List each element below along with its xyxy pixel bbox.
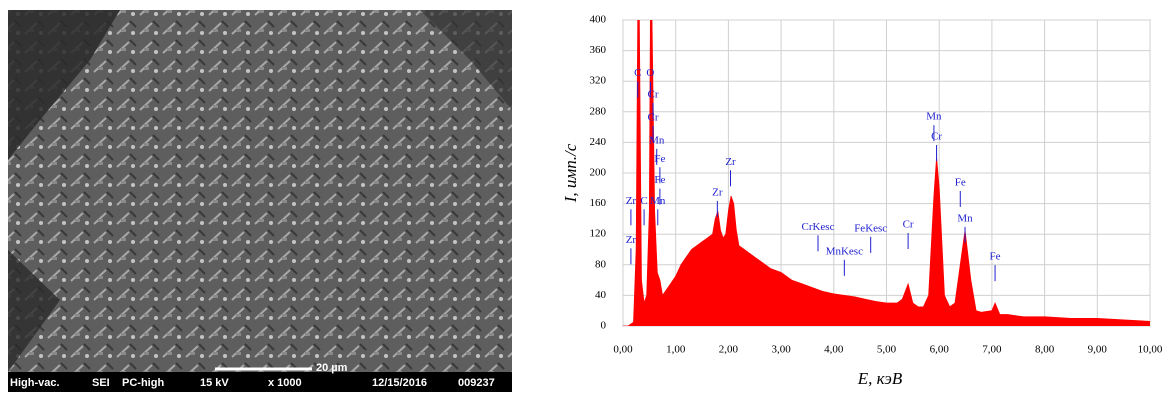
sem-image: 20 µm High-vac. SEI PC-high 15 kV x 1000… — [8, 10, 512, 392]
annotation: Mn — [957, 212, 973, 224]
y-tick-label: 360 — [590, 44, 607, 56]
y-tick-label: 0 — [601, 320, 607, 332]
footer-text: High-vac. — [10, 377, 60, 389]
annotation: FeKesc — [854, 222, 887, 234]
annotation: Zr — [626, 195, 637, 207]
annotation: CrKesc — [801, 221, 834, 233]
annotation: Fe — [990, 251, 1001, 263]
annotation: Fe — [654, 153, 665, 165]
annotation: C — [634, 67, 641, 79]
y-tick-label: 280 — [590, 105, 607, 117]
x-tick-label: 3,00 — [771, 344, 791, 356]
y-tick-label: 320 — [590, 75, 607, 87]
x-axis-title: E, кэВ — [857, 369, 903, 388]
y-tick-label: 40 — [595, 289, 607, 301]
x-tick-label: 6,00 — [930, 344, 950, 356]
x-tick-label: 0,00 — [613, 344, 633, 356]
y-tick-label: 400 — [590, 14, 607, 26]
x-tick-label: 8,00 — [1035, 344, 1055, 356]
annotation: Zr — [626, 234, 637, 246]
annotation: Zr — [725, 156, 736, 168]
x-tick-label: 9,00 — [1088, 344, 1108, 356]
annotation: Cr — [648, 111, 659, 123]
footer-text: x 1000 — [268, 377, 302, 389]
x-tick-label: 2,00 — [719, 344, 739, 356]
y-tick-label: 160 — [590, 197, 607, 209]
footer-text: 009237 — [458, 377, 495, 389]
y-axis-title: I, имп./с — [561, 143, 580, 203]
annotation: Cr — [648, 89, 659, 101]
x-tick-label: 10,00 — [1138, 344, 1163, 356]
annotation: C — [640, 195, 647, 207]
footer-text: 12/15/2016 — [372, 377, 427, 389]
x-tick-label: 7,00 — [982, 344, 1002, 356]
annotation: O — [646, 67, 654, 79]
footer-text: 15 kV — [200, 377, 229, 389]
x-tick-label: 5,00 — [877, 344, 897, 356]
x-tick-label: 4,00 — [824, 344, 844, 356]
y-tick-label: 120 — [590, 228, 607, 240]
annotation: MnKesc — [826, 245, 863, 257]
spectrum-area — [623, 20, 1150, 326]
footer-text: SEI — [92, 377, 110, 389]
y-tick-label: 200 — [590, 167, 607, 179]
annotation: Mn — [649, 134, 665, 146]
y-tick-label: 240 — [590, 136, 607, 148]
spectrum-chart: E, кэВ I, имп./с 0 40 80 120 160 200 240 280 320… — [561, 14, 1163, 388]
x-tick-label: 1,00 — [666, 344, 686, 356]
annotation: Mn — [926, 111, 942, 123]
annotation: Mn — [650, 195, 666, 207]
annotation: Cr — [903, 219, 914, 231]
y-tick-label: 80 — [595, 258, 607, 270]
annotation: Fe — [654, 174, 665, 186]
scale-label: 20 µm — [316, 362, 348, 374]
annotation: Cr — [931, 131, 942, 143]
annotation: Zr — [712, 186, 723, 198]
annotation: Fe — [955, 176, 966, 188]
footer-text: PC-high — [122, 377, 164, 389]
